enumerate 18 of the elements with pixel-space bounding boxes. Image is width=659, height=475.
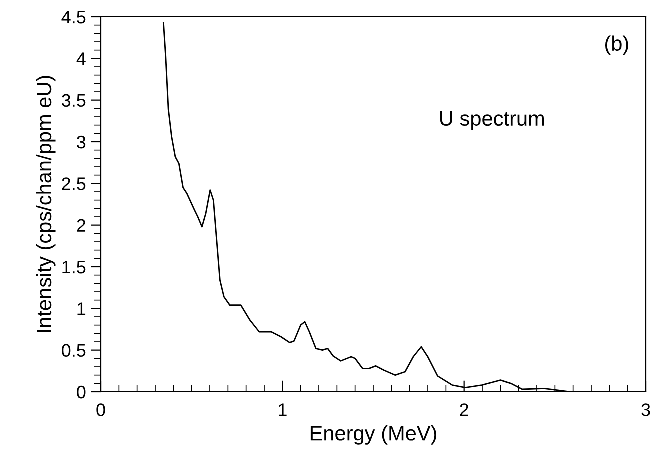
- y-tick-label: 2: [77, 219, 86, 232]
- y-tick-label: 4: [76, 52, 86, 66]
- x-axis-title: Energy (MeV): [310, 426, 436, 445]
- y-axis-title: Intensity (cps/chan/ppm eU): [36, 76, 56, 332]
- y-tick-label: 0.5: [62, 344, 86, 358]
- y-tick-label: 4.5: [62, 11, 86, 24]
- y-tick-label: 1: [78, 302, 86, 316]
- annotation: U spectrum: [440, 112, 544, 130]
- x-tick-label: 3: [642, 404, 650, 416]
- x-tick-label: 2: [460, 404, 468, 416]
- y-tick-label: 1.5: [62, 261, 86, 274]
- annotation: (b): [605, 36, 628, 56]
- y-tick-label: 0: [77, 386, 86, 399]
- y-tick-label: 2.5: [62, 178, 86, 190]
- x-tick-label: 0: [96, 404, 106, 416]
- y-tick-label: 3.5: [62, 94, 86, 108]
- x-tick-label: 1: [279, 404, 287, 416]
- y-tick-label: 3: [77, 136, 86, 149]
